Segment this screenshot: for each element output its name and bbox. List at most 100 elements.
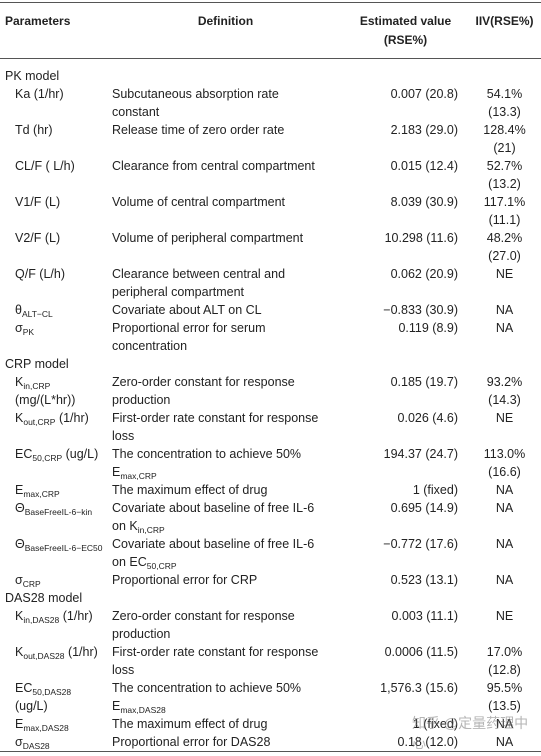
estimate: 0.185 (19.7) xyxy=(390,375,458,389)
text: (1/hr) xyxy=(59,609,93,623)
definition: First-order rate constant for response l… xyxy=(108,409,343,445)
parameter: θALT−CL xyxy=(0,301,108,319)
parameter-row: CL/F ( L/h) Clearance from central compar… xyxy=(0,157,541,193)
text: Θ xyxy=(15,501,25,515)
parameter: ΘBaseFreeIL-6−EC50 xyxy=(0,535,108,571)
subscript: in,CRP xyxy=(137,525,165,535)
text: The concentration to achieve 50% E xyxy=(112,447,302,479)
iiv: NA xyxy=(495,735,514,749)
text: Volume of central compartment xyxy=(112,195,285,209)
parameter: ΘBaseFreeIL-6−kin xyxy=(0,499,108,535)
parameter-row: Q/F (L/h) Clearance between central and p… xyxy=(0,265,541,301)
parameter: Kin,CRP (mg/(L*hr)) xyxy=(0,373,108,409)
definition: Subcutaneous absorption rate constant xyxy=(108,85,343,121)
parameter-row: Emax,CRP The maximum effect of drug 1 (fix… xyxy=(0,481,541,499)
parameter-row: EC50,DAS28 (ug/L) The concentration to ac… xyxy=(0,679,541,715)
iiv: NA xyxy=(495,717,514,731)
parameter: Kout,DAS28 (1/hr) xyxy=(0,643,108,679)
text: Proportional error for CRP xyxy=(112,573,258,587)
estimate: 1 (fixed) xyxy=(412,483,458,497)
parameter-row: EC50,CRP (ug/L) The concentration to achi… xyxy=(0,445,541,481)
parameter: Q/F (L/h) xyxy=(0,265,108,301)
parameter-row: V2/F (L) Volume of peripheral compartment… xyxy=(0,229,541,265)
estimate: 0.003 (11.1) xyxy=(391,609,458,623)
section-title: PK model xyxy=(5,69,60,83)
text: Ka (1/hr) xyxy=(15,87,64,101)
text: The maximum effect of drug xyxy=(112,483,268,497)
header-cell: Estimated value (RSE%) xyxy=(343,2,468,59)
text: CL/F ( L/h) xyxy=(15,159,75,173)
text: θ xyxy=(15,303,22,317)
subscript: max,DAS28 xyxy=(23,723,69,733)
text: Clearance between central and peripheral… xyxy=(112,267,286,299)
text: Volume of peripheral compartment xyxy=(112,231,304,245)
estimate: 0.007 (20.8) xyxy=(390,87,458,101)
definition: Clearance between central and peripheral… xyxy=(108,265,343,301)
iiv: NE xyxy=(495,411,514,425)
estimate: 10.298 (11.6) xyxy=(384,231,458,245)
text: Subcutaneous absorption rate constant xyxy=(112,87,279,119)
parameter-row: ΘBaseFreeIL-6−kin Covariate about baselin… xyxy=(0,499,541,535)
estimate: 0.523 (13.1) xyxy=(390,573,458,587)
estimate: 1 (fixed) xyxy=(412,717,458,731)
parameter: Ka (1/hr) xyxy=(0,85,108,121)
subscript: DAS28 xyxy=(22,741,50,751)
iiv: NA xyxy=(495,537,514,551)
definition: Zero-order constant for response product… xyxy=(108,607,343,643)
estimate: 0.015 (12.4) xyxy=(390,159,458,173)
definition: First-order rate constant for response l… xyxy=(108,643,343,679)
text: Td (hr) xyxy=(15,123,53,137)
section-title: CRP model xyxy=(5,357,69,371)
text: σ xyxy=(15,321,23,335)
definition: Covariate about baseline of free IL-6 on… xyxy=(108,535,343,571)
parameter-row: V1/F (L) Volume of central compartment 8.0… xyxy=(0,193,541,229)
subscript: CRP xyxy=(22,579,41,589)
estimate: 1,576.3 (15.6) xyxy=(380,681,458,695)
text: EC xyxy=(15,447,33,461)
text: Clearance from central compartment xyxy=(112,159,315,173)
section-row: PK model xyxy=(0,59,541,86)
parameter: Kout,CRP (1/hr) xyxy=(0,409,108,445)
text: K xyxy=(15,645,24,659)
header-cell: IIV(RSE%) xyxy=(468,2,541,59)
text: K xyxy=(15,609,24,623)
iiv: 54.1% (13.3) xyxy=(486,87,523,119)
parameter: σCRP xyxy=(0,571,108,589)
parameter: V1/F (L) xyxy=(0,193,108,229)
header-cell: Parameters xyxy=(0,2,108,59)
text: Proportional error for serum concentrati… xyxy=(112,321,266,353)
table-body: PK model Ka (1/hr) Subcutaneous absorption… xyxy=(0,59,541,752)
definition: Proportional error for serum concentrati… xyxy=(108,319,343,355)
subscript: 50,DAS28 xyxy=(32,687,72,697)
estimate: 0.119 (8.9) xyxy=(398,321,458,335)
parameter-row: Kin,DAS28 (1/hr) Zero-order constant for … xyxy=(0,607,541,643)
parameter-row: ΘBaseFreeIL-6−EC50 Covariate about baseli… xyxy=(0,535,541,571)
text: σ xyxy=(15,573,23,587)
estimate: 8.039 (30.9) xyxy=(390,195,458,209)
definition: Proportional error for CRP xyxy=(108,571,343,589)
parameter: V2/F (L) xyxy=(0,229,108,265)
parameter: Emax,CRP xyxy=(0,481,108,499)
text: Release time of zero order rate xyxy=(112,123,285,137)
subscript: max,CRP xyxy=(23,489,60,499)
iiv: NA xyxy=(495,321,514,335)
iiv: 93.2% (14.3) xyxy=(486,375,523,407)
estimate: 0.18 (12.0) xyxy=(397,735,458,749)
text: The concentration to achieve 50% E xyxy=(112,681,302,713)
header-cell: Definition xyxy=(108,2,343,59)
text: Q/F (L/h) xyxy=(15,267,66,281)
parameter: Td (hr) xyxy=(0,121,108,157)
parameter: σPK xyxy=(0,319,108,355)
estimate: 0.062 (20.9) xyxy=(390,267,458,281)
definition: Volume of peripheral compartment xyxy=(108,229,343,265)
subscript: PK xyxy=(22,327,35,337)
parameter: EC50,CRP (ug/L) xyxy=(0,445,108,481)
definition: Proportional error for DAS28 xyxy=(108,733,343,752)
table-header: Parameters Definition Estimated value (R… xyxy=(0,2,541,59)
text: Covariate about baseline of free IL-6 on… xyxy=(112,501,315,533)
text: Θ xyxy=(15,537,25,551)
text: Proportional error for DAS28 xyxy=(112,735,271,749)
parameter-row: σPK Proportional error for serum concentr… xyxy=(0,319,541,355)
text: K xyxy=(15,375,24,389)
iiv: 128.4% (21) xyxy=(483,123,526,155)
